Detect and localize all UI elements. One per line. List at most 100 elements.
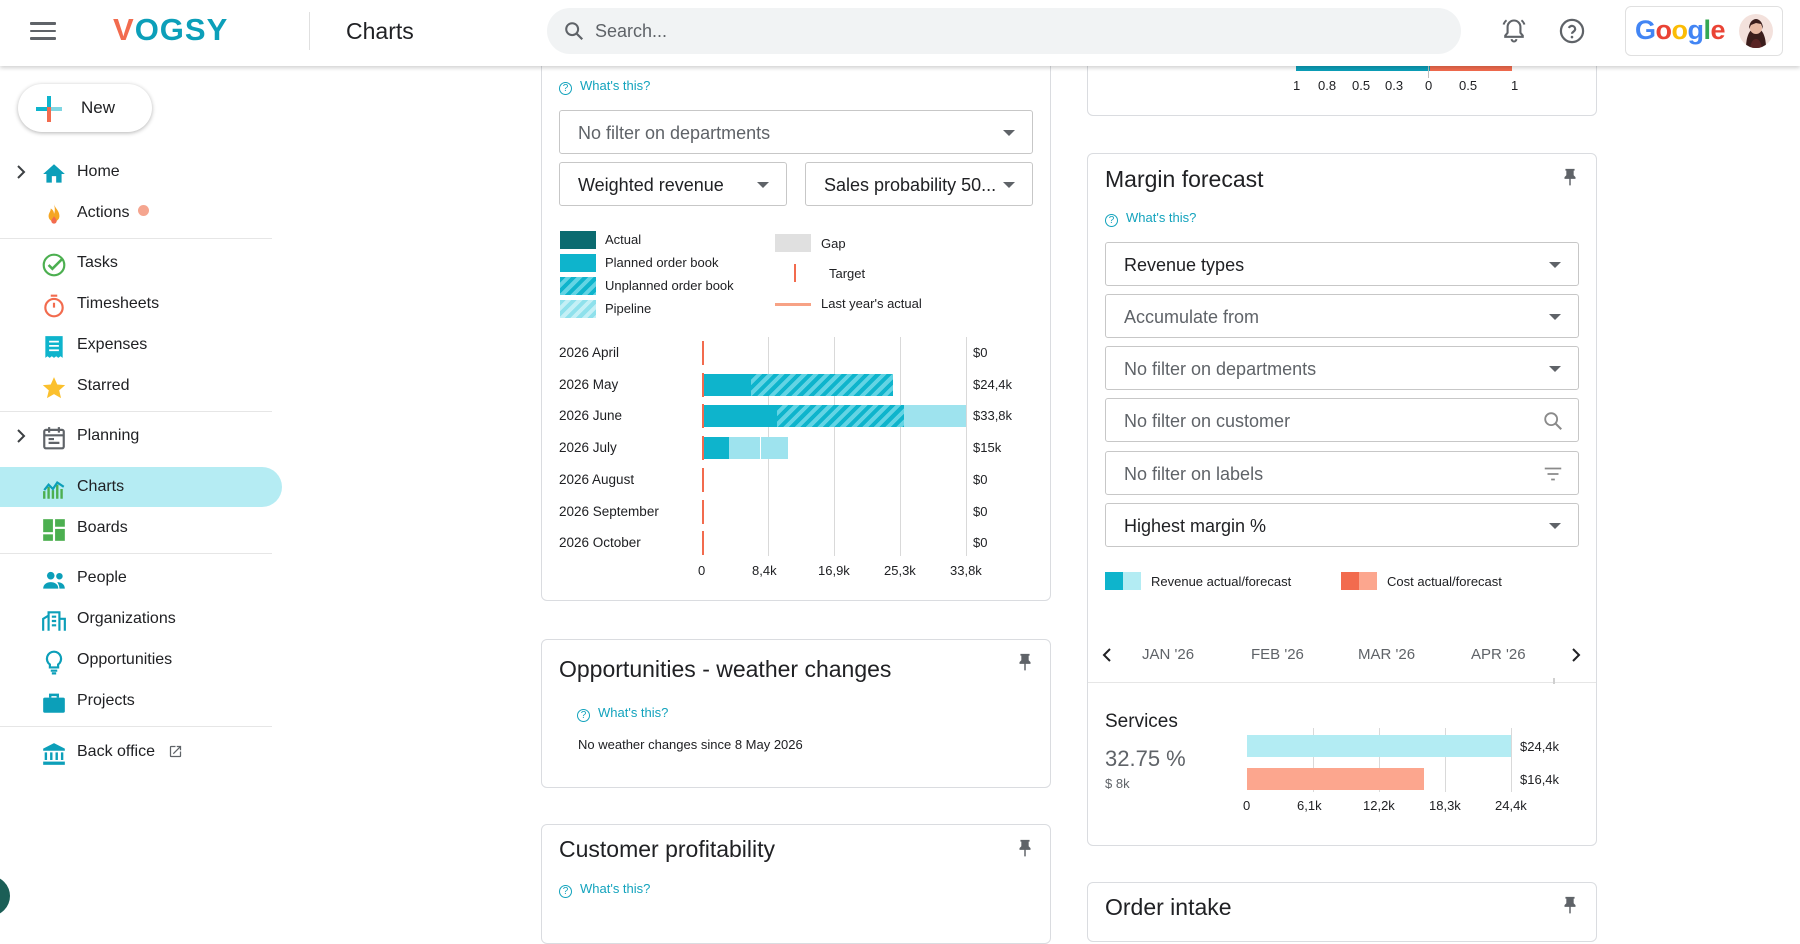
target-marker — [702, 372, 704, 397]
axis-tick-label: 1 — [1293, 78, 1301, 93]
y-category-label: 2026 October — [559, 535, 641, 551]
help-icon[interactable] — [1558, 17, 1586, 45]
legend-label-pipeline: Pipeline — [605, 301, 652, 316]
legend-label-planned: Planned order book — [605, 255, 719, 270]
pin-icon[interactable] — [1014, 651, 1036, 675]
legend-label-actual: Actual — [605, 232, 642, 247]
whats-this-link[interactable]: ? What's this? — [559, 881, 650, 898]
search-icon[interactable] — [1542, 410, 1564, 432]
search-input[interactable] — [595, 8, 1435, 54]
gridline — [1379, 728, 1380, 792]
revenue-types-select[interactable]: Revenue types — [1105, 242, 1579, 286]
bar-segment — [729, 437, 788, 460]
star-icon — [42, 377, 66, 399]
organization-icon — [42, 611, 66, 631]
chevron-left-icon[interactable] — [1098, 645, 1116, 665]
bar-value-label: $24,4k — [973, 376, 1013, 392]
filter-icon[interactable] — [1542, 463, 1564, 485]
sidebar-item-people[interactable]: People — [0, 558, 282, 598]
target-marker — [702, 404, 704, 429]
sidebar-item-label: Organizations — [77, 610, 176, 627]
divider — [0, 411, 272, 412]
sidebar-item-tasks[interactable]: Tasks — [0, 243, 282, 283]
sidebar-item-charts[interactable]: Charts — [0, 467, 282, 507]
segment-separator — [759, 437, 761, 460]
google-logo: Google — [1635, 15, 1726, 45]
sales-probability-select[interactable]: Sales probability 50... — [805, 162, 1033, 206]
x-tick-label: 6,1k — [1297, 798, 1322, 813]
whats-this-link[interactable]: ? What's this? — [577, 705, 668, 722]
gridline — [1445, 728, 1446, 792]
bank-icon — [43, 743, 65, 765]
legend-label-unplanned: Unplanned order book — [605, 278, 734, 293]
axis-tick-label: 0.5 — [1352, 78, 1371, 93]
sidebar-item-projects[interactable]: Projects — [0, 681, 282, 721]
new-button-label: New — [81, 98, 116, 117]
sidebar-item-home[interactable]: Home — [0, 152, 282, 192]
dropdown-arrow-icon — [1549, 262, 1561, 268]
sidebar-item-planning[interactable]: Planning — [0, 416, 282, 456]
menu-icon[interactable] — [30, 22, 56, 42]
header-divider — [309, 12, 310, 50]
legend-label-gap: Gap — [821, 236, 846, 251]
lightbulb-icon — [45, 650, 63, 675]
y-category-label: 2026 September — [559, 503, 659, 519]
charts-icon — [43, 480, 65, 499]
y-category-label: 2026 April — [559, 345, 620, 360]
labels-filter-input[interactable]: No filter on labels — [1105, 451, 1579, 495]
target-marker — [702, 341, 704, 365]
avatar[interactable] — [1739, 14, 1773, 48]
divider — [0, 553, 272, 554]
margin-departments-select[interactable]: No filter on departments — [1105, 346, 1579, 390]
sidebar-item-label: Planning — [77, 427, 140, 444]
account-switcher[interactable]: Google — [1625, 6, 1783, 56]
month-tab[interactable]: MAR '26 — [1358, 646, 1416, 663]
accumulate-from-select[interactable]: Accumulate from — [1105, 294, 1579, 338]
month-tab[interactable]: JAN '26 — [1142, 646, 1195, 663]
pin-icon[interactable] — [1014, 837, 1036, 861]
bar-segment — [776, 405, 905, 428]
sidebar-item-boards[interactable]: Boards — [0, 508, 282, 548]
sidebar-item-expenses[interactable]: Expenses — [0, 325, 282, 365]
sidebar-item-label: Boards — [77, 519, 128, 536]
bar-segment — [904, 405, 966, 428]
month-tab[interactable]: FEB '26 — [1251, 646, 1304, 663]
sidebar-item-organizations[interactable]: Organizations — [0, 599, 282, 639]
pin-icon[interactable] — [1559, 166, 1581, 190]
revenue-type-select[interactable]: Weighted revenue — [559, 162, 787, 206]
chevron-right-icon[interactable] — [13, 426, 29, 446]
bar-segment — [702, 437, 730, 460]
whats-this-link[interactable]: ? What's this? — [1105, 210, 1196, 227]
whats-this-link[interactable]: ? What's this? — [559, 78, 650, 95]
legend-swatch-target — [794, 264, 796, 282]
legend-label-cost: Cost actual/forecast — [1387, 574, 1502, 589]
receipt-icon — [45, 336, 63, 358]
sidebar-item-opportunities[interactable]: Opportunities — [0, 640, 282, 680]
sidebar-item-back-office[interactable]: Back office — [0, 732, 282, 772]
sidebar-item-label: Charts — [77, 478, 125, 495]
sidebar-item-label: People — [77, 569, 127, 586]
departments-filter-select[interactable]: No filter on departments — [559, 110, 1033, 154]
x-tick-label: 0 — [1243, 798, 1251, 813]
sidebar-item-timesheets[interactable]: Timesheets — [0, 284, 282, 324]
search-bar[interactable] — [547, 8, 1461, 54]
bar-value-label: $0 — [973, 471, 988, 487]
y-category-label: 2026 May — [559, 376, 619, 392]
pin-icon[interactable] — [1559, 894, 1581, 918]
new-button[interactable]: New — [18, 84, 152, 132]
plus-icon — [36, 96, 62, 122]
bar-segment — [702, 405, 777, 428]
notifications-icon[interactable] — [1500, 17, 1528, 45]
x-tick-label: 8,4k — [752, 563, 777, 578]
chevron-right-icon[interactable] — [1567, 645, 1585, 665]
sidebar-item-actions[interactable]: Actions — [0, 193, 282, 233]
month-tab[interactable]: APR '26 — [1471, 646, 1526, 663]
customer-filter-input[interactable]: No filter on customer — [1105, 398, 1579, 442]
x-tick-label: 0 — [698, 563, 706, 578]
sort-select[interactable]: Highest margin % — [1105, 503, 1579, 547]
vogsy-logo[interactable]: VOGSY — [113, 12, 229, 47]
chevron-right-icon[interactable] — [13, 162, 29, 182]
legend-swatch-unplanned — [560, 277, 596, 295]
sidebar-item-starred[interactable]: Starred — [0, 366, 282, 406]
x-tick-label: 33,8k — [950, 563, 982, 578]
